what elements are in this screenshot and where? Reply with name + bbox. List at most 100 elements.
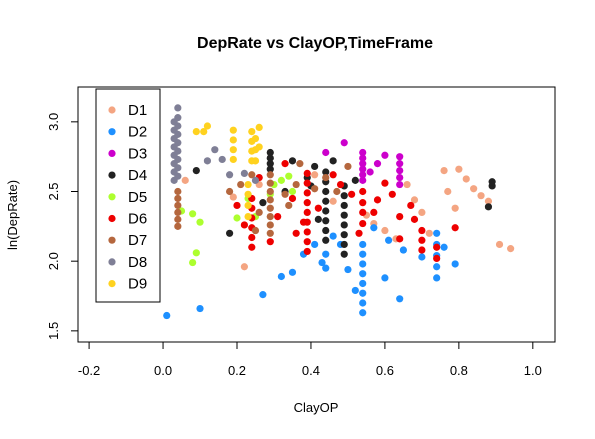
point-d4: [340, 240, 348, 249]
point-d1: [484, 197, 493, 205]
x-tick-label: -0.2: [78, 363, 100, 378]
point-d6: [433, 243, 441, 251]
point-d2: [359, 299, 367, 307]
point-d1: [477, 192, 485, 200]
point-d2: [433, 229, 441, 237]
x-tick-label: 0.8: [450, 363, 468, 378]
point-d2: [399, 246, 407, 254]
legend-marker-d5: [108, 193, 116, 201]
point-d1: [440, 167, 448, 175]
point-d4: [488, 178, 496, 186]
point-d6: [288, 194, 297, 203]
point-d8: [174, 155, 182, 164]
x-tick-label: 1.0: [524, 363, 542, 378]
point-d7: [344, 162, 352, 171]
point-d6: [396, 235, 404, 243]
point-d2: [277, 272, 285, 281]
point-d4: [259, 199, 267, 207]
legend-marker-d2: [108, 128, 116, 136]
point-d3: [322, 148, 330, 157]
point-d2: [344, 265, 352, 274]
point-d4: [311, 162, 319, 171]
point-d6: [355, 229, 363, 237]
point-d8: [226, 171, 234, 179]
point-d6: [407, 201, 415, 210]
point-d3: [359, 160, 367, 168]
point-d3: [359, 154, 367, 162]
point-d4: [226, 229, 234, 237]
legend-label-d9: D9: [128, 276, 147, 293]
point-d2: [322, 264, 330, 272]
point-d3: [340, 139, 348, 147]
point-d3: [359, 171, 367, 179]
point-d9: [203, 122, 212, 130]
point-d4: [340, 192, 348, 200]
point-d6: [329, 171, 337, 179]
point-d6: [370, 208, 378, 217]
point-d8: [174, 104, 182, 112]
point-d6: [410, 215, 419, 223]
point-d5: [277, 176, 285, 184]
point-d1: [418, 208, 426, 217]
point-d6: [348, 190, 356, 198]
point-d9: [200, 127, 208, 136]
point-d8: [203, 157, 212, 165]
point-d8: [174, 122, 182, 130]
point-d2: [359, 279, 367, 288]
point-d5: [196, 218, 204, 226]
point-d7: [226, 187, 234, 196]
point-d9: [229, 126, 237, 134]
point-d3: [396, 160, 404, 168]
y-axis-ticks: 1.5 2.0 2.5 3.0: [46, 113, 78, 340]
point-d2: [440, 243, 448, 251]
point-d7: [266, 171, 274, 179]
point-d9: [255, 123, 263, 132]
point-d4: [340, 221, 348, 229]
point-d5: [285, 172, 293, 180]
point-d4: [266, 165, 274, 173]
point-d7: [174, 187, 182, 196]
point-d6: [396, 212, 404, 221]
point-d1: [451, 204, 459, 212]
x-tick-label: 0.0: [154, 363, 172, 378]
point-d7: [266, 221, 274, 229]
point-d4: [322, 168, 330, 176]
point-d6: [248, 233, 256, 242]
point-d4: [322, 197, 330, 205]
legend-label-d1: D1: [128, 102, 147, 119]
point-d3: [366, 168, 374, 176]
point-d4: [340, 231, 348, 239]
point-d2: [396, 295, 404, 303]
legend-label-d4: D4: [128, 167, 147, 184]
point-d5: [189, 210, 197, 218]
point-d2: [451, 260, 459, 268]
point-d9: [251, 134, 260, 143]
point-d1: [311, 171, 319, 179]
legend-marker-d7: [108, 236, 116, 244]
point-d8: [251, 176, 260, 184]
point-d6: [373, 196, 382, 204]
point-d2: [359, 270, 367, 278]
point-d6: [303, 208, 311, 217]
point-d2: [351, 286, 359, 295]
point-d3: [373, 160, 382, 168]
point-d2: [322, 250, 330, 258]
chart-title: DepRate vs ClayOP,TimeFrame: [197, 35, 433, 52]
point-d6: [303, 247, 311, 256]
point-d6: [303, 228, 311, 236]
x-tick-label: 0.2: [228, 363, 246, 378]
point-d2: [370, 224, 378, 232]
legend-marker-d6: [108, 214, 116, 223]
point-d6: [359, 199, 367, 207]
point-d1: [229, 193, 237, 201]
point-d6: [248, 243, 256, 251]
point-d6: [303, 238, 311, 246]
point-d4: [484, 203, 493, 211]
legend-label-d7: D7: [128, 232, 147, 249]
point-d6: [303, 169, 311, 177]
point-d1: [240, 263, 248, 271]
point-d4: [340, 250, 348, 258]
point-d4: [340, 211, 348, 219]
point-d7: [237, 180, 245, 189]
point-d6: [433, 254, 441, 262]
